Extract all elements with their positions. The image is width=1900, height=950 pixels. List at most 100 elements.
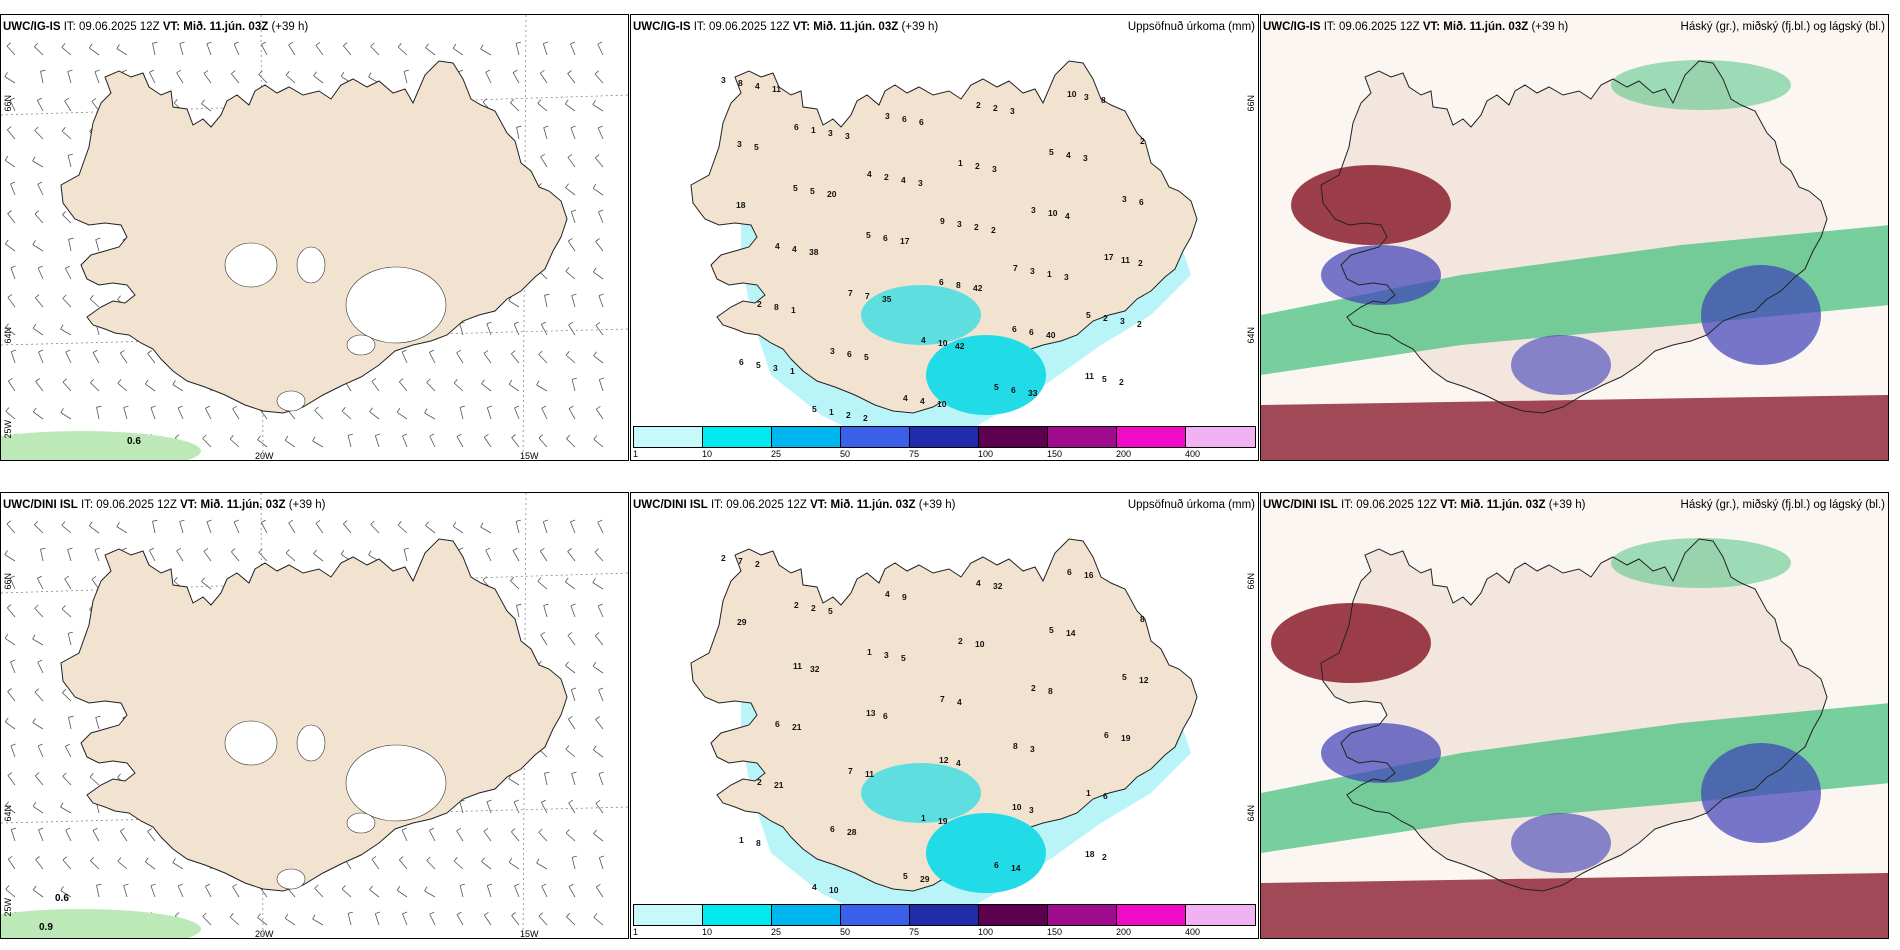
wind-barb-feather [288,519,294,524]
colorbar-swatch [1186,905,1255,925]
wind-barb-feather [596,405,601,410]
wind-barb-feather [9,575,15,579]
wind-barb [593,438,604,448]
wind-barb [60,890,72,898]
precip-value: 35 [882,294,892,304]
wind-barb [540,634,548,646]
contour-label: 0.6 [55,893,69,904]
precip-value: 9 [902,592,907,602]
wind-barb [150,407,156,420]
wind-barb-feather [571,771,577,774]
wind-barb [483,914,492,926]
wind-barb-feather [285,71,290,76]
precip-value: 6 [1012,324,1017,334]
wind-barb [149,72,156,84]
wind-barb-feather [516,125,522,128]
wind-barb-feather [117,379,122,384]
wind-barb [486,407,492,420]
wind-barb [62,381,72,392]
wind-barb [206,43,212,56]
precip-value: 40 [1046,330,1056,340]
wind-barb [172,384,184,392]
wind-barb [403,549,408,562]
wind-barb-feather [176,69,182,74]
wind-barb-feather [95,715,101,718]
wind-barb-feather [567,70,572,74]
wind-barb [89,525,100,534]
wind-barb [62,214,72,224]
precip-value: 2 [1137,319,1142,329]
wind-barb [202,438,212,448]
wind-barb [483,353,492,364]
precip-value: 2 [1138,258,1143,268]
colorbar-swatch [772,905,841,925]
wind-barb [486,885,492,898]
glacier-shape [296,246,326,284]
lon-label-25w: 25W [3,898,13,917]
precip-value: 2 [721,553,726,563]
wind-barb [233,521,240,534]
wind-barb-feather [544,771,550,774]
precip-value: 6 [902,114,907,124]
wind-barb [341,410,352,420]
precip-value: 1 [829,407,834,417]
precip-value: 3 [1030,744,1035,754]
lat-label-66n: 66N [1246,573,1256,590]
wind-barb [429,914,436,926]
mid-cloud-band [1261,873,1888,938]
wind-barb [568,802,576,814]
wind-barb-feather [570,125,576,129]
cloud-legend-title: Háský (gr.), miðský (fj.bl.) og lágský (… [1680,499,1885,511]
wind-barb-feather [595,238,600,242]
wind-barb-feather [514,883,520,887]
wind-barb [508,861,520,870]
wind-barb-feather [64,575,70,580]
wind-barb-feather [593,435,598,440]
wind-barb [10,183,16,196]
wind-barb [92,352,100,364]
wind-barb [542,521,548,534]
colorbar-label: 400 [1185,927,1201,937]
wind-barb-feather [568,321,574,326]
precip-value: 8 [1013,741,1018,751]
glacier-shape [224,720,278,766]
wind-barb-feather [340,71,345,77]
wind-barb [123,885,128,898]
wind-barb [172,862,184,870]
contour-label: 0.6 [127,436,141,447]
colorbar-swatch [703,427,772,447]
wind-barb [592,665,604,674]
wind-barb [116,48,128,56]
low-cloud-west [1321,245,1441,305]
wind-barb [510,580,520,590]
wind-barb-feather [459,883,466,886]
wind-barb-feather [513,799,519,803]
wind-barb-feather [512,69,518,73]
wind-barb [538,354,548,364]
precip-value: 1 [811,125,816,135]
wind-barb [456,914,464,926]
wind-barb-feather [568,715,573,720]
wind-barb-feather [593,829,597,834]
wind-barb-feather [205,405,210,409]
iceland-landmass [690,538,1198,892]
precip-value: 3 [830,346,835,356]
precip-map-svg [690,60,1198,445]
colorbar-label: 100 [978,449,994,459]
precip-value: 9 [940,216,945,226]
wind-barb-feather [543,603,549,606]
wind-barb [117,382,128,392]
wind-barb [32,805,44,814]
wind-barb [145,383,156,392]
wind-barb-feather [595,154,600,159]
wind-barb [398,381,408,392]
wind-barb [595,241,604,252]
wind-barb [515,43,520,56]
precip-value: 4 [885,589,890,599]
wind-barb [481,861,492,870]
wind-barb-feather [397,43,402,48]
glaciers [224,242,447,412]
wind-barb [229,438,240,448]
wind-barb [396,411,408,420]
precip-value: 6 [919,117,924,127]
